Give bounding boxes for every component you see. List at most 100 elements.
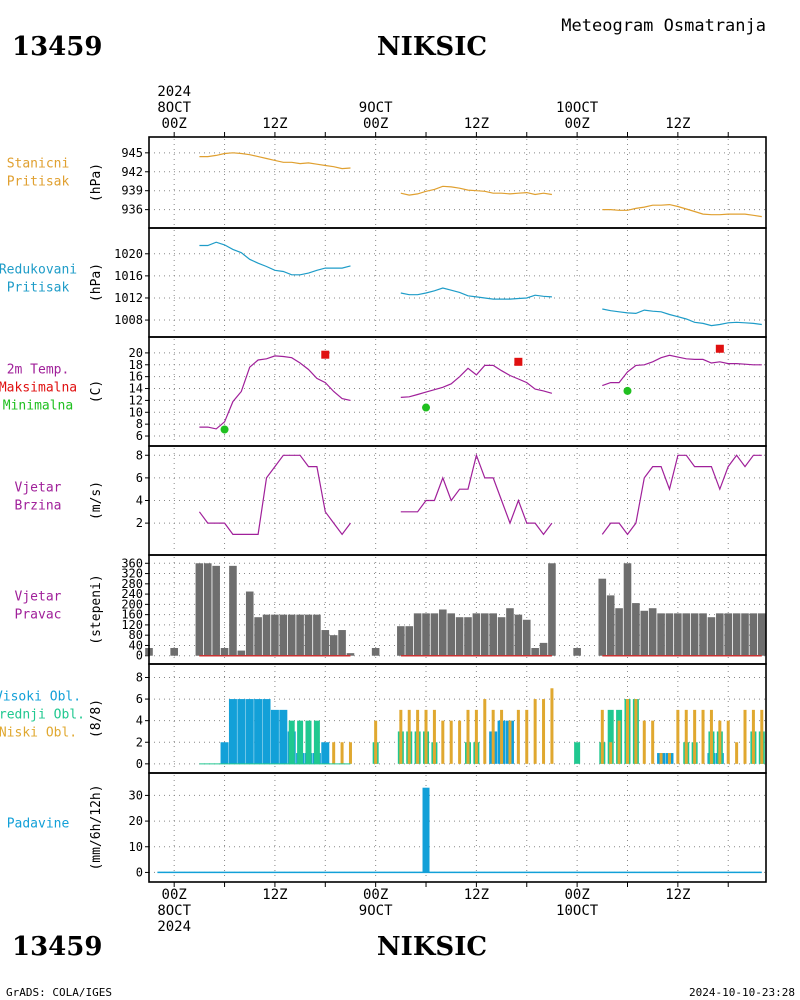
y-axis-label: (C) bbox=[89, 380, 104, 403]
y-axis-label: (m/s) bbox=[89, 481, 104, 520]
y-tick-label: 6 bbox=[136, 471, 143, 485]
time-label: 2024 bbox=[157, 84, 191, 100]
panel-label: Pravac bbox=[15, 608, 62, 623]
panel-label: Pritisak bbox=[7, 281, 70, 296]
wind-direction-bar bbox=[397, 626, 405, 656]
y-tick-label: 14 bbox=[129, 382, 143, 396]
low-cloud-bar bbox=[625, 699, 629, 764]
station-id-top: 13459 bbox=[12, 32, 102, 62]
low-cloud-bar bbox=[550, 688, 554, 764]
temperature-series-line bbox=[602, 354, 762, 387]
wind-direction-bar bbox=[254, 617, 262, 656]
high-cloud-bar bbox=[254, 699, 263, 764]
high-cloud-bar bbox=[321, 742, 330, 764]
wind-direction-bar bbox=[413, 613, 422, 656]
panel-label: Niski Obl. bbox=[0, 726, 77, 741]
wind-direction-bar bbox=[716, 613, 724, 656]
low-cloud-bar bbox=[424, 709, 428, 764]
low-cloud-bar bbox=[533, 699, 537, 764]
time-label: 12Z bbox=[262, 116, 287, 132]
wind-direction-bar bbox=[346, 653, 355, 656]
temperature-series-line bbox=[199, 355, 351, 430]
wind-direction-bar bbox=[682, 613, 691, 656]
low-cloud-bar bbox=[500, 709, 504, 764]
panels: 936939942945(hPa)StanicniPritisak1008101… bbox=[0, 136, 767, 883]
y-tick-label: 2 bbox=[136, 516, 143, 530]
y-tick-label: 939 bbox=[121, 184, 143, 198]
time-label: 9OCT bbox=[359, 903, 393, 919]
reduced_pressure-series-line bbox=[199, 241, 351, 276]
mid-cloud-bar bbox=[607, 709, 614, 764]
mid-cloud-bar bbox=[288, 720, 295, 764]
high-cloud-bar bbox=[262, 699, 271, 764]
y-tick-label: 160 bbox=[121, 608, 143, 622]
wind-direction-bar bbox=[548, 563, 556, 656]
wind-direction-bar bbox=[623, 563, 632, 656]
low-cloud-bar bbox=[634, 699, 638, 764]
y-axis-label: (hPa) bbox=[89, 163, 104, 202]
low-cloud-bar bbox=[651, 720, 655, 764]
panel-label: Stanicni bbox=[7, 157, 70, 172]
low-cloud-bar bbox=[340, 742, 344, 764]
wind_speed-series-line bbox=[198, 454, 351, 536]
y-tick-label: 6 bbox=[136, 429, 143, 443]
y-tick-label: 945 bbox=[121, 146, 143, 160]
wind-direction-bar bbox=[497, 617, 506, 656]
y-tick-label: 8 bbox=[136, 417, 143, 431]
time-label: 10OCT bbox=[556, 100, 599, 116]
time-label: 00Z bbox=[162, 887, 187, 903]
station_pressure-series-line bbox=[400, 185, 552, 196]
panel-label: Minimalna bbox=[3, 399, 73, 414]
y-tick-label: 10 bbox=[129, 840, 143, 854]
mid-cloud-bar bbox=[305, 720, 312, 764]
low-cloud-bar bbox=[726, 720, 730, 764]
wind-direction-bar bbox=[741, 613, 749, 656]
time-label: 00Z bbox=[162, 116, 187, 132]
y-tick-label: 0 bbox=[136, 757, 143, 771]
wind-direction-bar bbox=[338, 630, 346, 656]
y-tick-label: 0 bbox=[136, 865, 143, 879]
y-tick-label: 4 bbox=[136, 494, 143, 508]
time-label: 12Z bbox=[665, 887, 690, 903]
reduced_pressure-series-line bbox=[400, 287, 552, 300]
wind-direction-bar bbox=[506, 608, 514, 656]
time-label: 8OCT bbox=[157, 100, 191, 116]
wind-direction-bar bbox=[690, 613, 699, 656]
low-cloud-bar bbox=[432, 709, 436, 764]
panel-frame bbox=[148, 445, 767, 556]
mid-cloud-bar bbox=[313, 720, 320, 764]
y-tick-label: 8 bbox=[136, 670, 143, 684]
y-axis-label: (hPa) bbox=[89, 263, 104, 302]
low-cloud-bar bbox=[659, 753, 663, 764]
y-tick-label: 200 bbox=[121, 597, 143, 611]
wind-direction-bar bbox=[321, 630, 330, 656]
wind-direction-bar bbox=[237, 650, 246, 656]
wind-direction-bar bbox=[573, 648, 581, 656]
panel-label: Redukovani bbox=[0, 263, 77, 278]
y-tick-label: 1012 bbox=[114, 291, 143, 305]
wind-direction-bar bbox=[304, 614, 313, 656]
panel-station_pressure: 936 939 942 945 (hPa) Stanicni Pritisak bbox=[7, 136, 767, 229]
y-axis-label: (stepeni) bbox=[89, 574, 104, 644]
y-tick-label: 16 bbox=[129, 370, 143, 384]
panel-label: Pritisak bbox=[7, 175, 70, 190]
panel-frame bbox=[148, 227, 767, 338]
high-cloud-bar bbox=[220, 742, 229, 764]
credit-text: GrADS: COLA/IGES bbox=[6, 986, 112, 999]
y-tick-label: 280 bbox=[121, 577, 143, 591]
y-tick-label: 360 bbox=[121, 556, 143, 570]
panel-label: 2m Temp. bbox=[7, 363, 70, 378]
wind-direction-bar bbox=[615, 608, 623, 656]
panel-label: Srednji Obl. bbox=[0, 708, 85, 723]
wind-direction-bar bbox=[749, 613, 758, 656]
low-cloud-bar bbox=[516, 709, 520, 764]
wind-direction-bar bbox=[489, 613, 497, 656]
wind-direction-bar bbox=[405, 626, 414, 656]
wind-direction-bar bbox=[455, 617, 464, 656]
time-label: 00Z bbox=[564, 116, 589, 132]
panel-label: Vjetar bbox=[15, 590, 62, 605]
wind-direction-bar bbox=[531, 648, 539, 656]
y-tick-label: 1016 bbox=[114, 269, 143, 283]
low-cloud-bar bbox=[525, 709, 529, 764]
